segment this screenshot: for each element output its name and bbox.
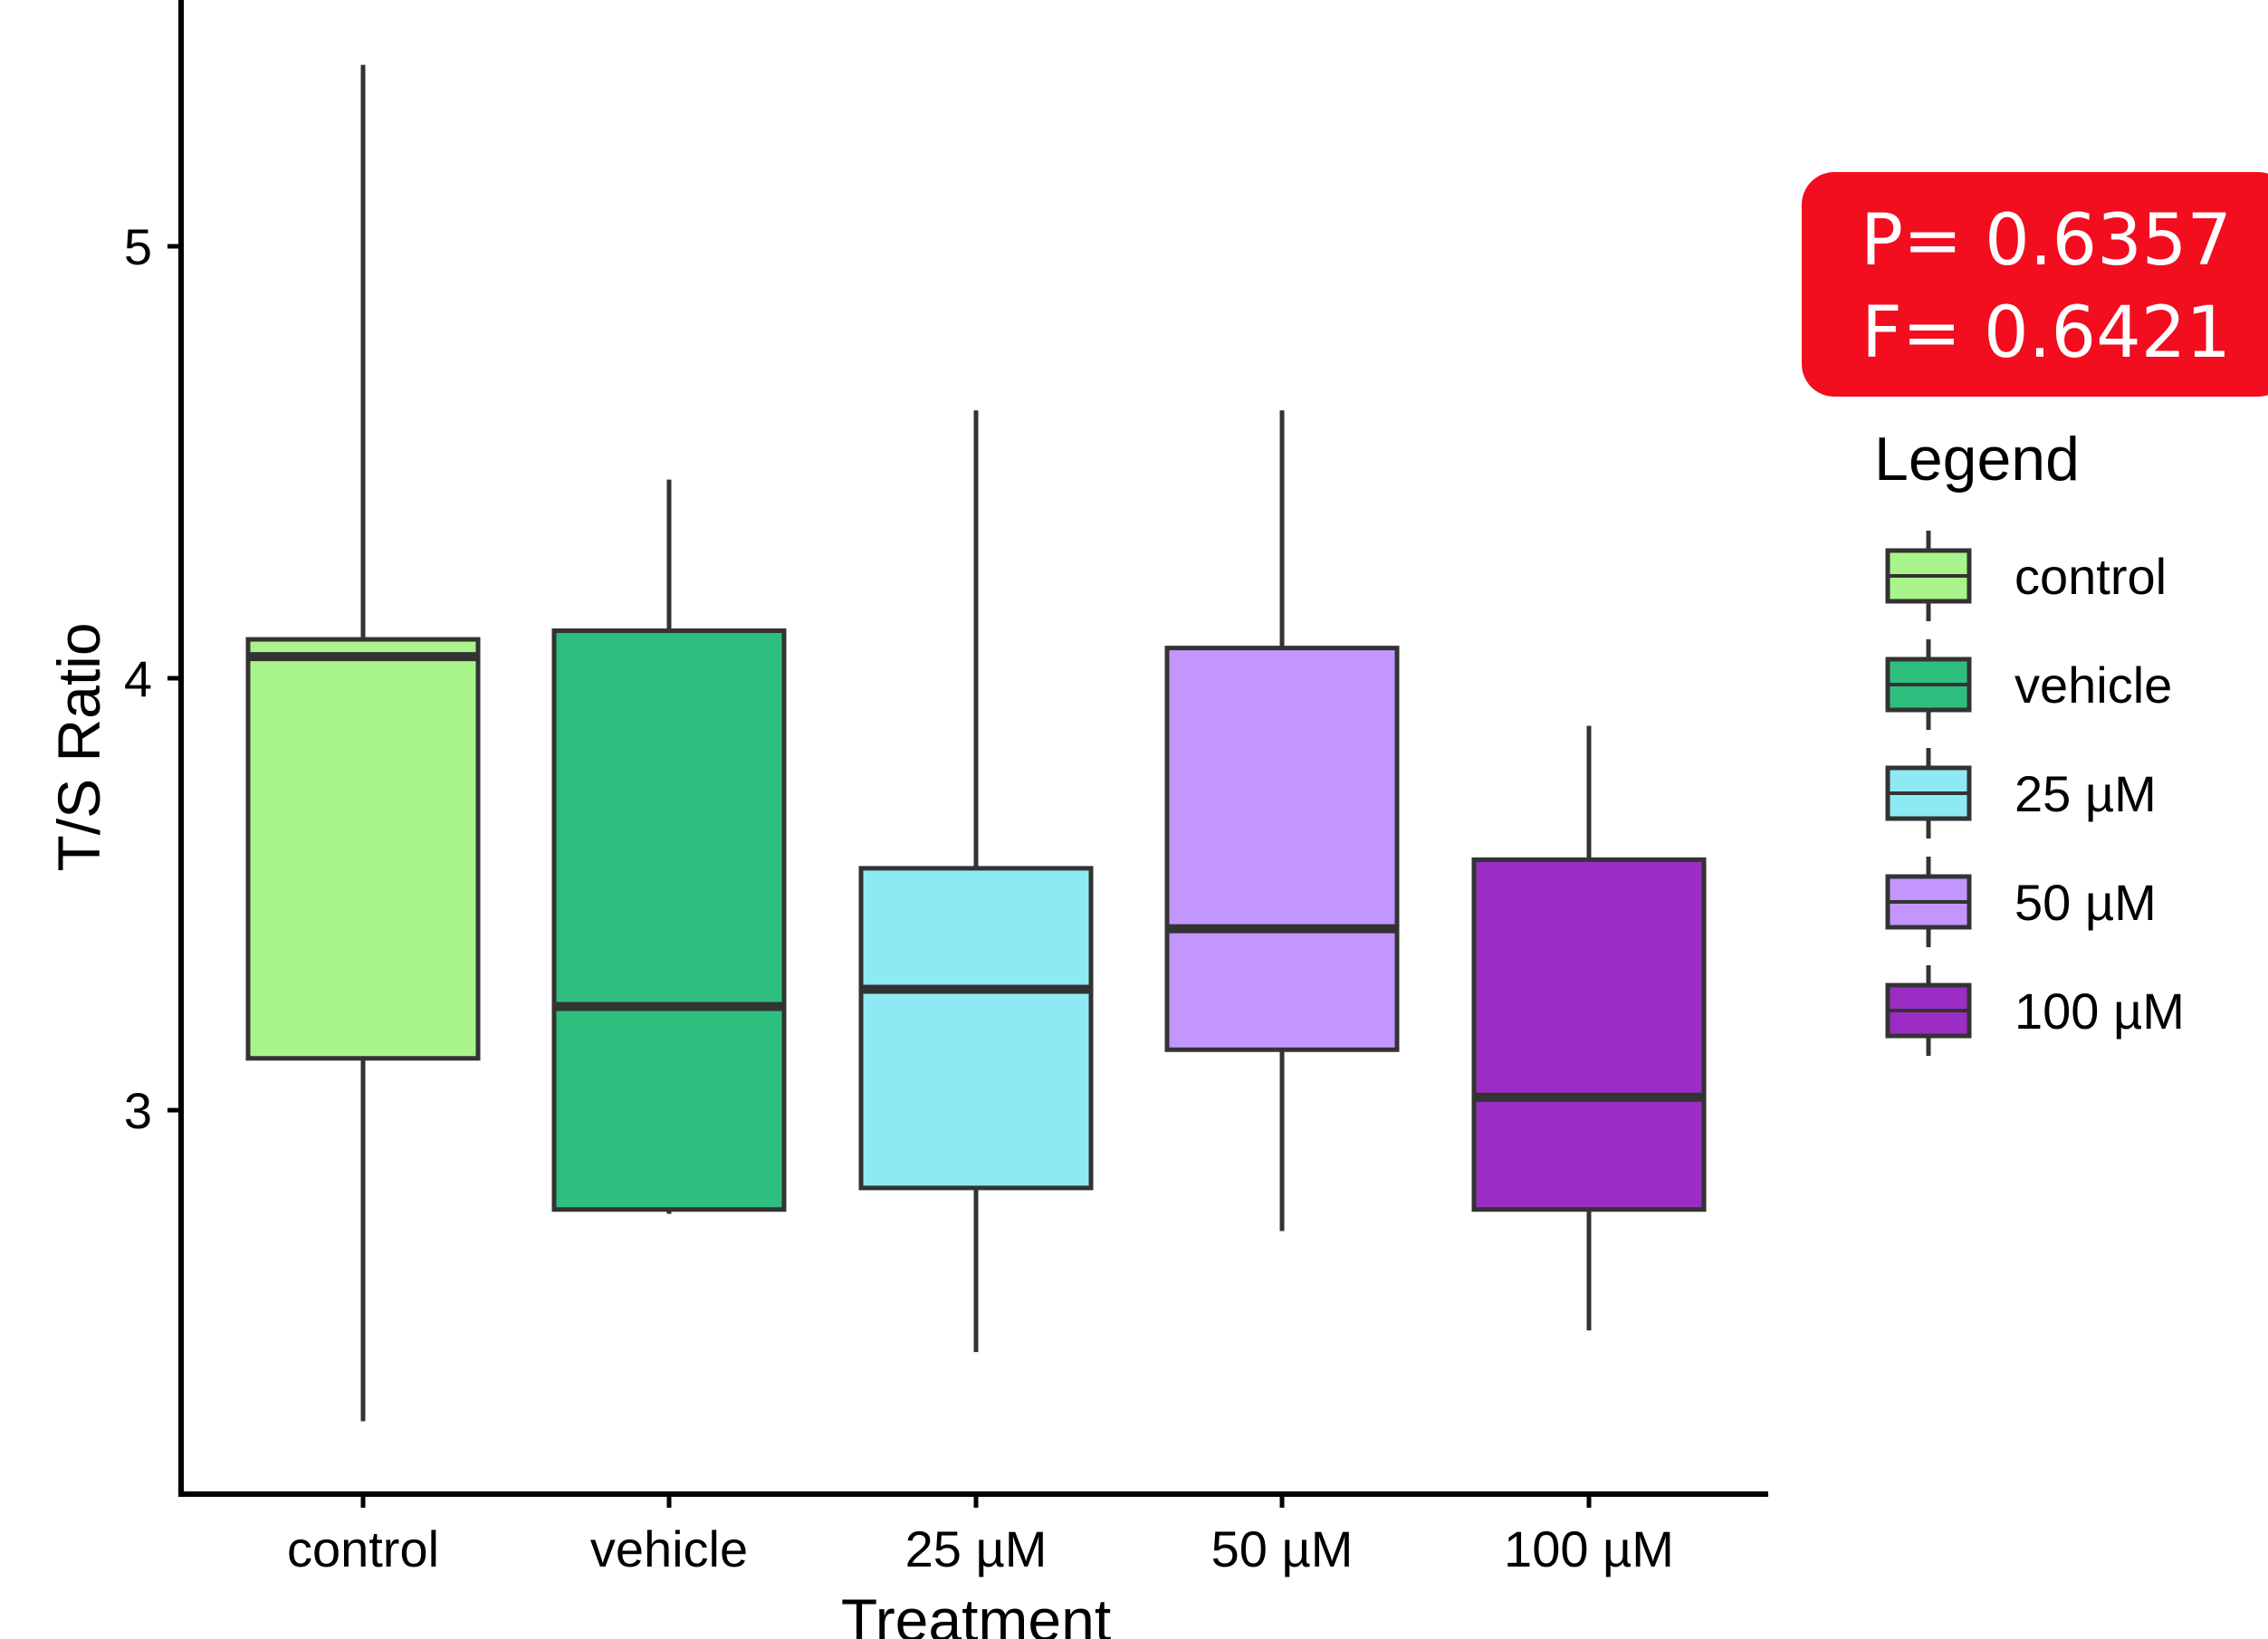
legend-title: Legend [1874, 425, 2080, 494]
stats-badge: P= 0.6357 F= 0.6421 [1802, 172, 2268, 397]
legend-entry: vehicle [1885, 639, 2172, 730]
y-axis-label: T/S Ratio [45, 622, 112, 871]
x-axis-ticks: control vehicle 25 µM 50 µM 100 µM [287, 1494, 1674, 1577]
legend-entry-label: 100 µM [2014, 982, 2185, 1040]
legend-entry-label: vehicle [2014, 657, 2172, 714]
iqr-box [1471, 857, 1707, 1212]
y-tick-label: 3 [124, 1082, 152, 1139]
legend-entry-label: 25 µM [2014, 765, 2157, 822]
box-control [245, 64, 481, 1422]
f-value-text: F= 0.6421 [1861, 292, 2231, 374]
x-tick-label: 100 µM [1504, 1520, 1674, 1577]
legend-entries: control vehicle 25 µM 50 µM 100 µM [1885, 531, 2185, 1056]
legend-entry: 100 µM [1885, 965, 2185, 1056]
legend-entry: control [1885, 531, 2167, 621]
x-tick-label: 50 µM [1211, 1520, 1354, 1577]
iqr-box [245, 637, 481, 1061]
y-axis-ticks: 3 4 5 [124, 218, 181, 1139]
stats-badge-background [1802, 172, 2268, 397]
y-tick-label: 4 [124, 650, 152, 707]
legend-entry-label: control [2014, 548, 2167, 605]
x-tick-label: 25 µM [905, 1520, 1048, 1577]
box-100-um [1471, 725, 1707, 1331]
x-tick-label: vehicle [590, 1520, 748, 1577]
box-vehicle [551, 479, 787, 1214]
x-axis-label: Treatment [841, 1586, 1111, 1639]
iqr-box [551, 628, 787, 1212]
box-50-um [1164, 410, 1400, 1232]
iqr-box [858, 866, 1094, 1191]
iqr-box [1164, 646, 1400, 1052]
legend-entry: 25 µM [1885, 748, 2157, 839]
legend-entry: 50 µM [1885, 857, 2157, 947]
legend-entry-label: 50 µM [2014, 874, 2157, 931]
p-value-text: P= 0.6357 [1861, 200, 2232, 282]
plot-area [245, 64, 1707, 1422]
y-tick-label: 5 [124, 218, 152, 275]
box-25-um [858, 410, 1094, 1353]
x-tick-label: control [287, 1520, 439, 1577]
legend: Legend control vehicle 25 µM 50 µM 100 µM [1874, 425, 2185, 1056]
